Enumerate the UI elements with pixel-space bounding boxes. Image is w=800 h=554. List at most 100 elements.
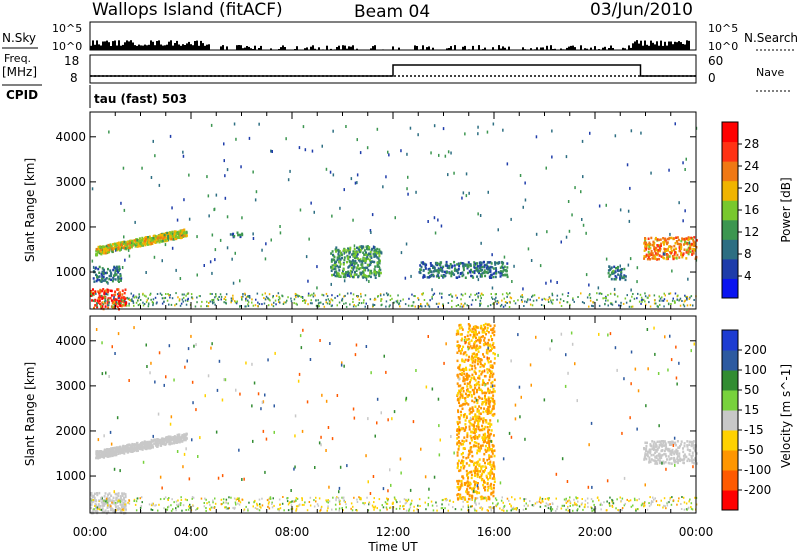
- data-cell: [488, 268, 491, 271]
- data-cell: [370, 272, 373, 275]
- data-cell: [492, 494, 495, 498]
- data-cell: [109, 269, 112, 272]
- data-cell: [473, 370, 476, 373]
- data-cell: [448, 503, 450, 506]
- data-cell: [413, 505, 415, 508]
- data-cell: [545, 281, 547, 285]
- data-cell: [501, 299, 503, 302]
- data-cell: [91, 187, 94, 191]
- data-cell: [149, 440, 152, 444]
- data-cell: [120, 201, 122, 205]
- data-cell: [369, 261, 372, 264]
- data-cell: [682, 450, 685, 454]
- data-cell: [538, 296, 540, 299]
- data-cell: [488, 457, 491, 460]
- data-cell: [122, 303, 125, 306]
- data-cell: [348, 251, 351, 254]
- data-cell: [664, 248, 667, 251]
- data-cell: [101, 274, 104, 278]
- data-cell: [660, 242, 663, 246]
- data-cell: [470, 376, 473, 380]
- data-cell: [510, 217, 512, 221]
- data-cell: [354, 254, 356, 257]
- data-cell: [104, 299, 107, 302]
- data-cell: [492, 449, 495, 453]
- data-cell: [117, 295, 120, 298]
- data-cell: [541, 298, 543, 301]
- data-cell: [475, 441, 478, 445]
- data-cell: [338, 250, 341, 253]
- nsearch-tick-top: 10^5: [708, 22, 738, 35]
- data-cell: [439, 267, 442, 271]
- data-cell: [665, 257, 668, 261]
- data-cell: [613, 278, 616, 281]
- data-cell: [352, 259, 354, 262]
- data-cell: [94, 299, 97, 303]
- data-cell: [683, 442, 686, 445]
- data-cell: [649, 258, 651, 261]
- data-cell: [123, 291, 126, 295]
- data-cell: [572, 298, 574, 301]
- data-cell: [90, 498, 93, 501]
- data-cell: [550, 299, 552, 302]
- data-cell: [686, 448, 689, 451]
- data-cell: [162, 440, 165, 444]
- data-cell: [483, 391, 486, 394]
- data-cell: [482, 433, 485, 437]
- data-cell: [261, 303, 263, 306]
- data-cell: [679, 243, 682, 246]
- data-cell: [444, 154, 447, 158]
- data-cell: [121, 446, 124, 449]
- data-cell: [239, 235, 242, 239]
- data-cell: [620, 301, 622, 304]
- data-cell: [689, 245, 692, 248]
- data-cell: [205, 498, 207, 501]
- data-cell: [366, 275, 369, 278]
- data-cell: [491, 338, 494, 341]
- data-cell: [481, 331, 484, 334]
- nsky-bar: [462, 46, 464, 50]
- data-cell: [677, 238, 680, 242]
- data-cell: [332, 258, 334, 261]
- data-cell: [695, 462, 698, 465]
- data-cell: [179, 229, 182, 232]
- data-cell: [482, 261, 485, 264]
- data-cell: [145, 271, 147, 274]
- nsky-bar: [680, 42, 682, 50]
- data-cell: [438, 262, 441, 266]
- data-cell: [161, 293, 163, 296]
- data-cell: [111, 279, 114, 283]
- data-cell: [469, 386, 472, 389]
- data-cell: [440, 266, 442, 269]
- data-cell: [490, 370, 493, 373]
- data-cell: [118, 447, 121, 450]
- data-cell: [349, 264, 352, 267]
- data-cell: [168, 303, 170, 306]
- data-cell: [364, 266, 367, 270]
- data-cell: [473, 265, 476, 269]
- data-cell: [110, 494, 113, 497]
- data-cell: [378, 252, 381, 255]
- data-cell: [559, 301, 561, 304]
- data-cell: [137, 242, 140, 245]
- data-cell: [352, 218, 354, 222]
- data-cell: [100, 252, 103, 256]
- data-cell: [577, 296, 579, 298]
- data-cell: [694, 457, 697, 460]
- data-cell: [466, 377, 469, 380]
- data-cell: [115, 244, 118, 247]
- data-cell: [492, 414, 495, 417]
- data-cell: [220, 298, 222, 301]
- data-cell: [313, 505, 316, 508]
- data-cell: [94, 303, 97, 307]
- data-cell: [582, 175, 584, 179]
- data-cell: [349, 246, 352, 250]
- data-cell: [185, 303, 188, 306]
- data-cell: [477, 350, 480, 353]
- data-cell: [492, 434, 495, 437]
- data-cell: [650, 236, 653, 240]
- data-cell: [692, 304, 694, 307]
- data-cell: [466, 483, 469, 486]
- data-cell: [152, 139, 154, 143]
- data-cell: [378, 269, 381, 272]
